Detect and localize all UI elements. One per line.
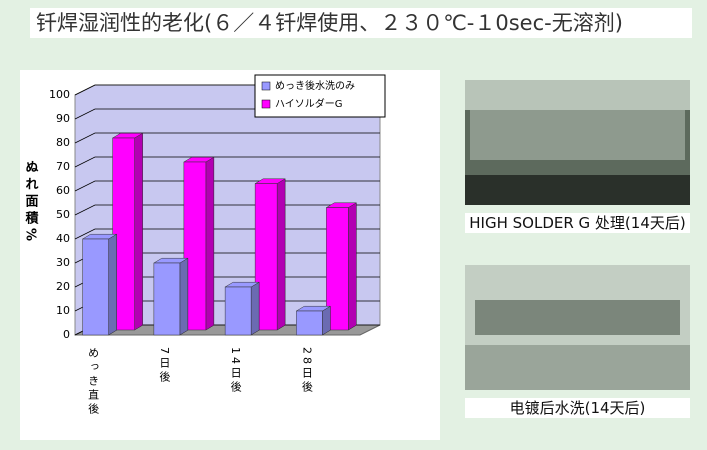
y-tick-label: 100 — [49, 88, 70, 101]
bar-side — [250, 281, 260, 336]
bar-front — [326, 207, 349, 331]
x-tick-label: 28日後 — [300, 347, 313, 395]
bar — [111, 132, 144, 331]
y-tick-label: 30 — [56, 256, 70, 269]
y-tick-label: 50 — [56, 208, 70, 221]
y-tick-label: 70 — [56, 160, 70, 173]
y-axis-label: ぬれ面積% — [23, 160, 40, 245]
bar-front — [224, 286, 252, 336]
photo-caption: HIGH SOLDER G 处理(14天后) — [465, 213, 690, 233]
y-tick-label: 60 — [56, 184, 70, 197]
legend-swatch — [261, 99, 271, 109]
x-tick-label: 14日後 — [229, 347, 242, 395]
bar — [295, 305, 332, 336]
bar — [224, 281, 261, 336]
bar-front — [254, 183, 278, 331]
x-tick-label: 7日後 — [158, 347, 171, 385]
y-tick-label: 40 — [56, 232, 70, 245]
legend-box — [254, 74, 386, 118]
photo-caption: 电镀后水洗(14天后) — [465, 398, 690, 418]
bar-side — [108, 233, 117, 336]
bar-front — [296, 310, 323, 336]
bar — [254, 178, 287, 331]
y-tick-label: 90 — [56, 112, 70, 125]
grid-line — [74, 156, 380, 168]
legend-swatch — [261, 81, 271, 91]
title: 钎焊湿润性的老化(６／４钎焊使用、２３０℃-１0sec-无溶剂) — [30, 8, 692, 38]
legend-label: ハイソルダーG — [275, 97, 343, 110]
y-tick-label: 10 — [56, 304, 70, 317]
bar — [182, 156, 215, 331]
grid-line — [74, 132, 380, 144]
photo — [465, 80, 690, 205]
y-tick-label: 20 — [56, 280, 70, 293]
bar-front — [153, 262, 181, 336]
photo — [465, 265, 690, 390]
bar — [152, 257, 189, 336]
bar-side — [179, 257, 189, 336]
bar — [325, 202, 358, 331]
bar-side — [134, 132, 143, 331]
bar — [81, 233, 118, 336]
bar-front — [183, 161, 207, 331]
legend-label: めっき後水洗のみ — [275, 79, 355, 92]
bar-side — [205, 156, 215, 331]
bar-side — [276, 178, 286, 331]
y-tick-label: 80 — [56, 136, 70, 149]
x-tick-label: めっき直後 — [87, 347, 100, 417]
y-tick-label: 0 — [63, 328, 70, 341]
bar-front — [82, 238, 109, 336]
bar-side — [348, 202, 357, 331]
